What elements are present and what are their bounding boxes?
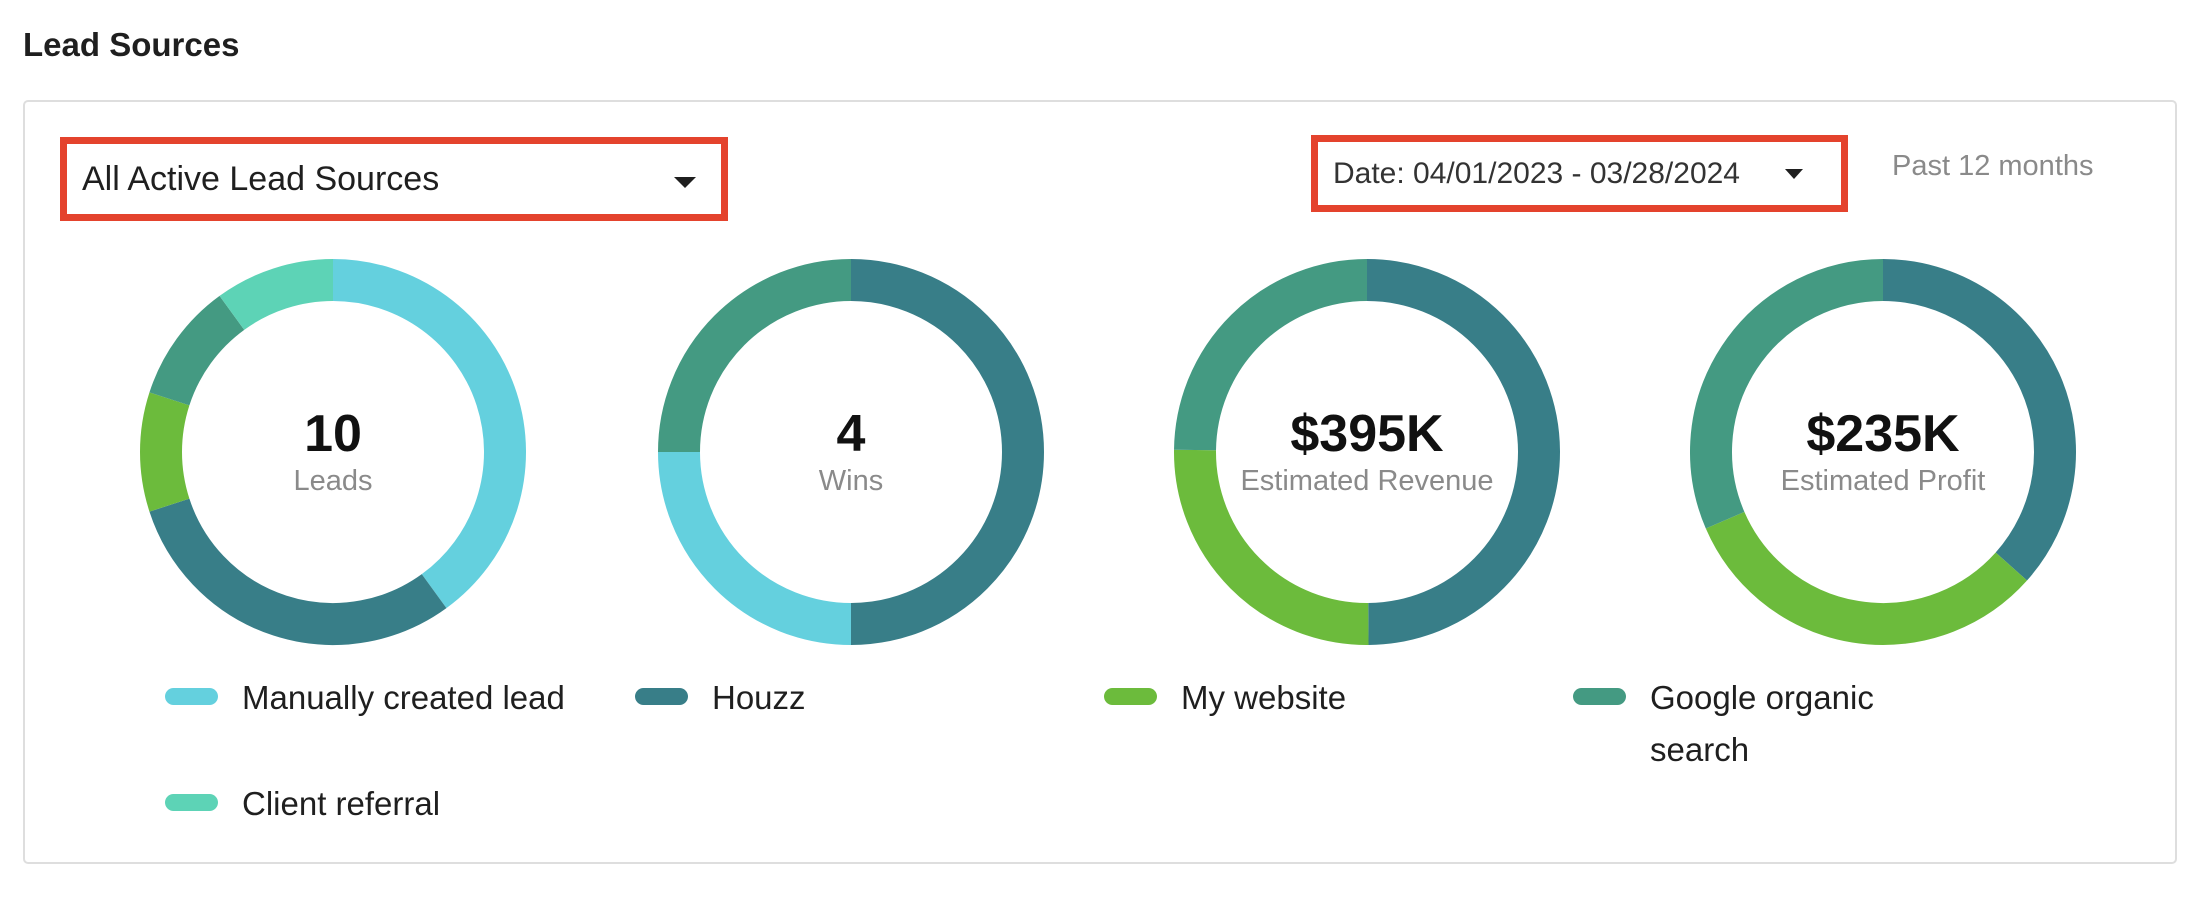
donut-slice-my-website[interactable]: [1174, 449, 1369, 645]
donut-slice-houzz[interactable]: [1366, 259, 1561, 645]
profit-value: $235K: [1806, 405, 1960, 463]
leads-label: Leads: [293, 465, 373, 497]
profit-donut-svg: [1690, 259, 2076, 645]
legend-item-manually-created-lead[interactable]: Manually created lead: [165, 672, 565, 724]
lead-source-dropdown-label: All Active Lead Sources: [82, 159, 440, 198]
donut-slice-client-referral[interactable]: [219, 259, 334, 331]
leads-donut-svg: [140, 259, 526, 645]
chevron-down-icon: [1785, 169, 1803, 179]
donut-slice-google-organic-search[interactable]: [1690, 259, 1884, 529]
wins-count: 4: [836, 405, 866, 463]
legend-label: Google organic search: [1650, 679, 1874, 768]
profit-label: Estimated Profit: [1780, 465, 1986, 497]
legend-item-houzz[interactable]: Houzz: [635, 672, 806, 724]
legend-label: Client referral: [242, 785, 441, 822]
leads-count: 10: [304, 405, 362, 463]
legend-swatch: [165, 794, 218, 811]
chevron-down-icon: [674, 177, 696, 188]
legend-swatch: [635, 688, 688, 705]
legend-label: Manually created lead: [242, 679, 565, 716]
legend-item-google-organic-search[interactable]: Google organic search: [1573, 672, 1874, 776]
revenue-value: $395K: [1290, 405, 1444, 463]
profit-donut-chart: $235K Estimated Profit: [1688, 257, 2078, 647]
leads-donut-chart: 10 Leads: [138, 257, 528, 647]
legend-swatch: [165, 688, 218, 705]
donut-slice-google-organic-search[interactable]: [149, 295, 245, 406]
date-range-label: Date: 04/01/2023 - 03/28/2024: [1333, 156, 1740, 190]
revenue-donut-chart: $395K Estimated Revenue: [1172, 257, 1562, 647]
section-title: Lead Sources: [23, 26, 240, 63]
legend-item-client-referral[interactable]: Client referral: [165, 778, 440, 830]
wins-label: Wins: [818, 465, 884, 497]
revenue-donut-svg: [1174, 259, 1561, 645]
donut-slice-manually-created-lead[interactable]: [658, 451, 852, 645]
date-range-dropdown[interactable]: Date: 04/01/2023 - 03/28/2024: [1311, 135, 1848, 212]
donut-slice-houzz[interactable]: [1882, 259, 2076, 581]
donut-slice-google-organic-search[interactable]: [658, 259, 852, 453]
period-label: Past 12 months: [1892, 150, 2094, 182]
donut-slice-my-website[interactable]: [140, 392, 190, 512]
revenue-label: Estimated Revenue: [1240, 465, 1494, 497]
lead-sources-card: All Active Lead Sources Date: 04/01/2023…: [23, 100, 2177, 864]
legend-swatch: [1573, 688, 1626, 705]
legend-label: My website: [1181, 679, 1347, 716]
legend-swatch: [1104, 688, 1157, 705]
legend-label: Houzz: [712, 679, 806, 716]
wins-donut-svg: [658, 259, 1044, 645]
donut-slice-my-website[interactable]: [1705, 511, 2027, 645]
lead-source-dropdown[interactable]: All Active Lead Sources: [60, 137, 728, 221]
legend-item-my-website[interactable]: My website: [1104, 672, 1346, 724]
donut-slice-manually-created-lead[interactable]: [332, 259, 526, 609]
wins-donut-chart: 4 Wins: [656, 257, 1046, 647]
donut-slice-houzz[interactable]: [149, 498, 447, 645]
donut-slice-houzz[interactable]: [850, 259, 1044, 645]
donut-slice-google-organic-search[interactable]: [1174, 259, 1368, 451]
